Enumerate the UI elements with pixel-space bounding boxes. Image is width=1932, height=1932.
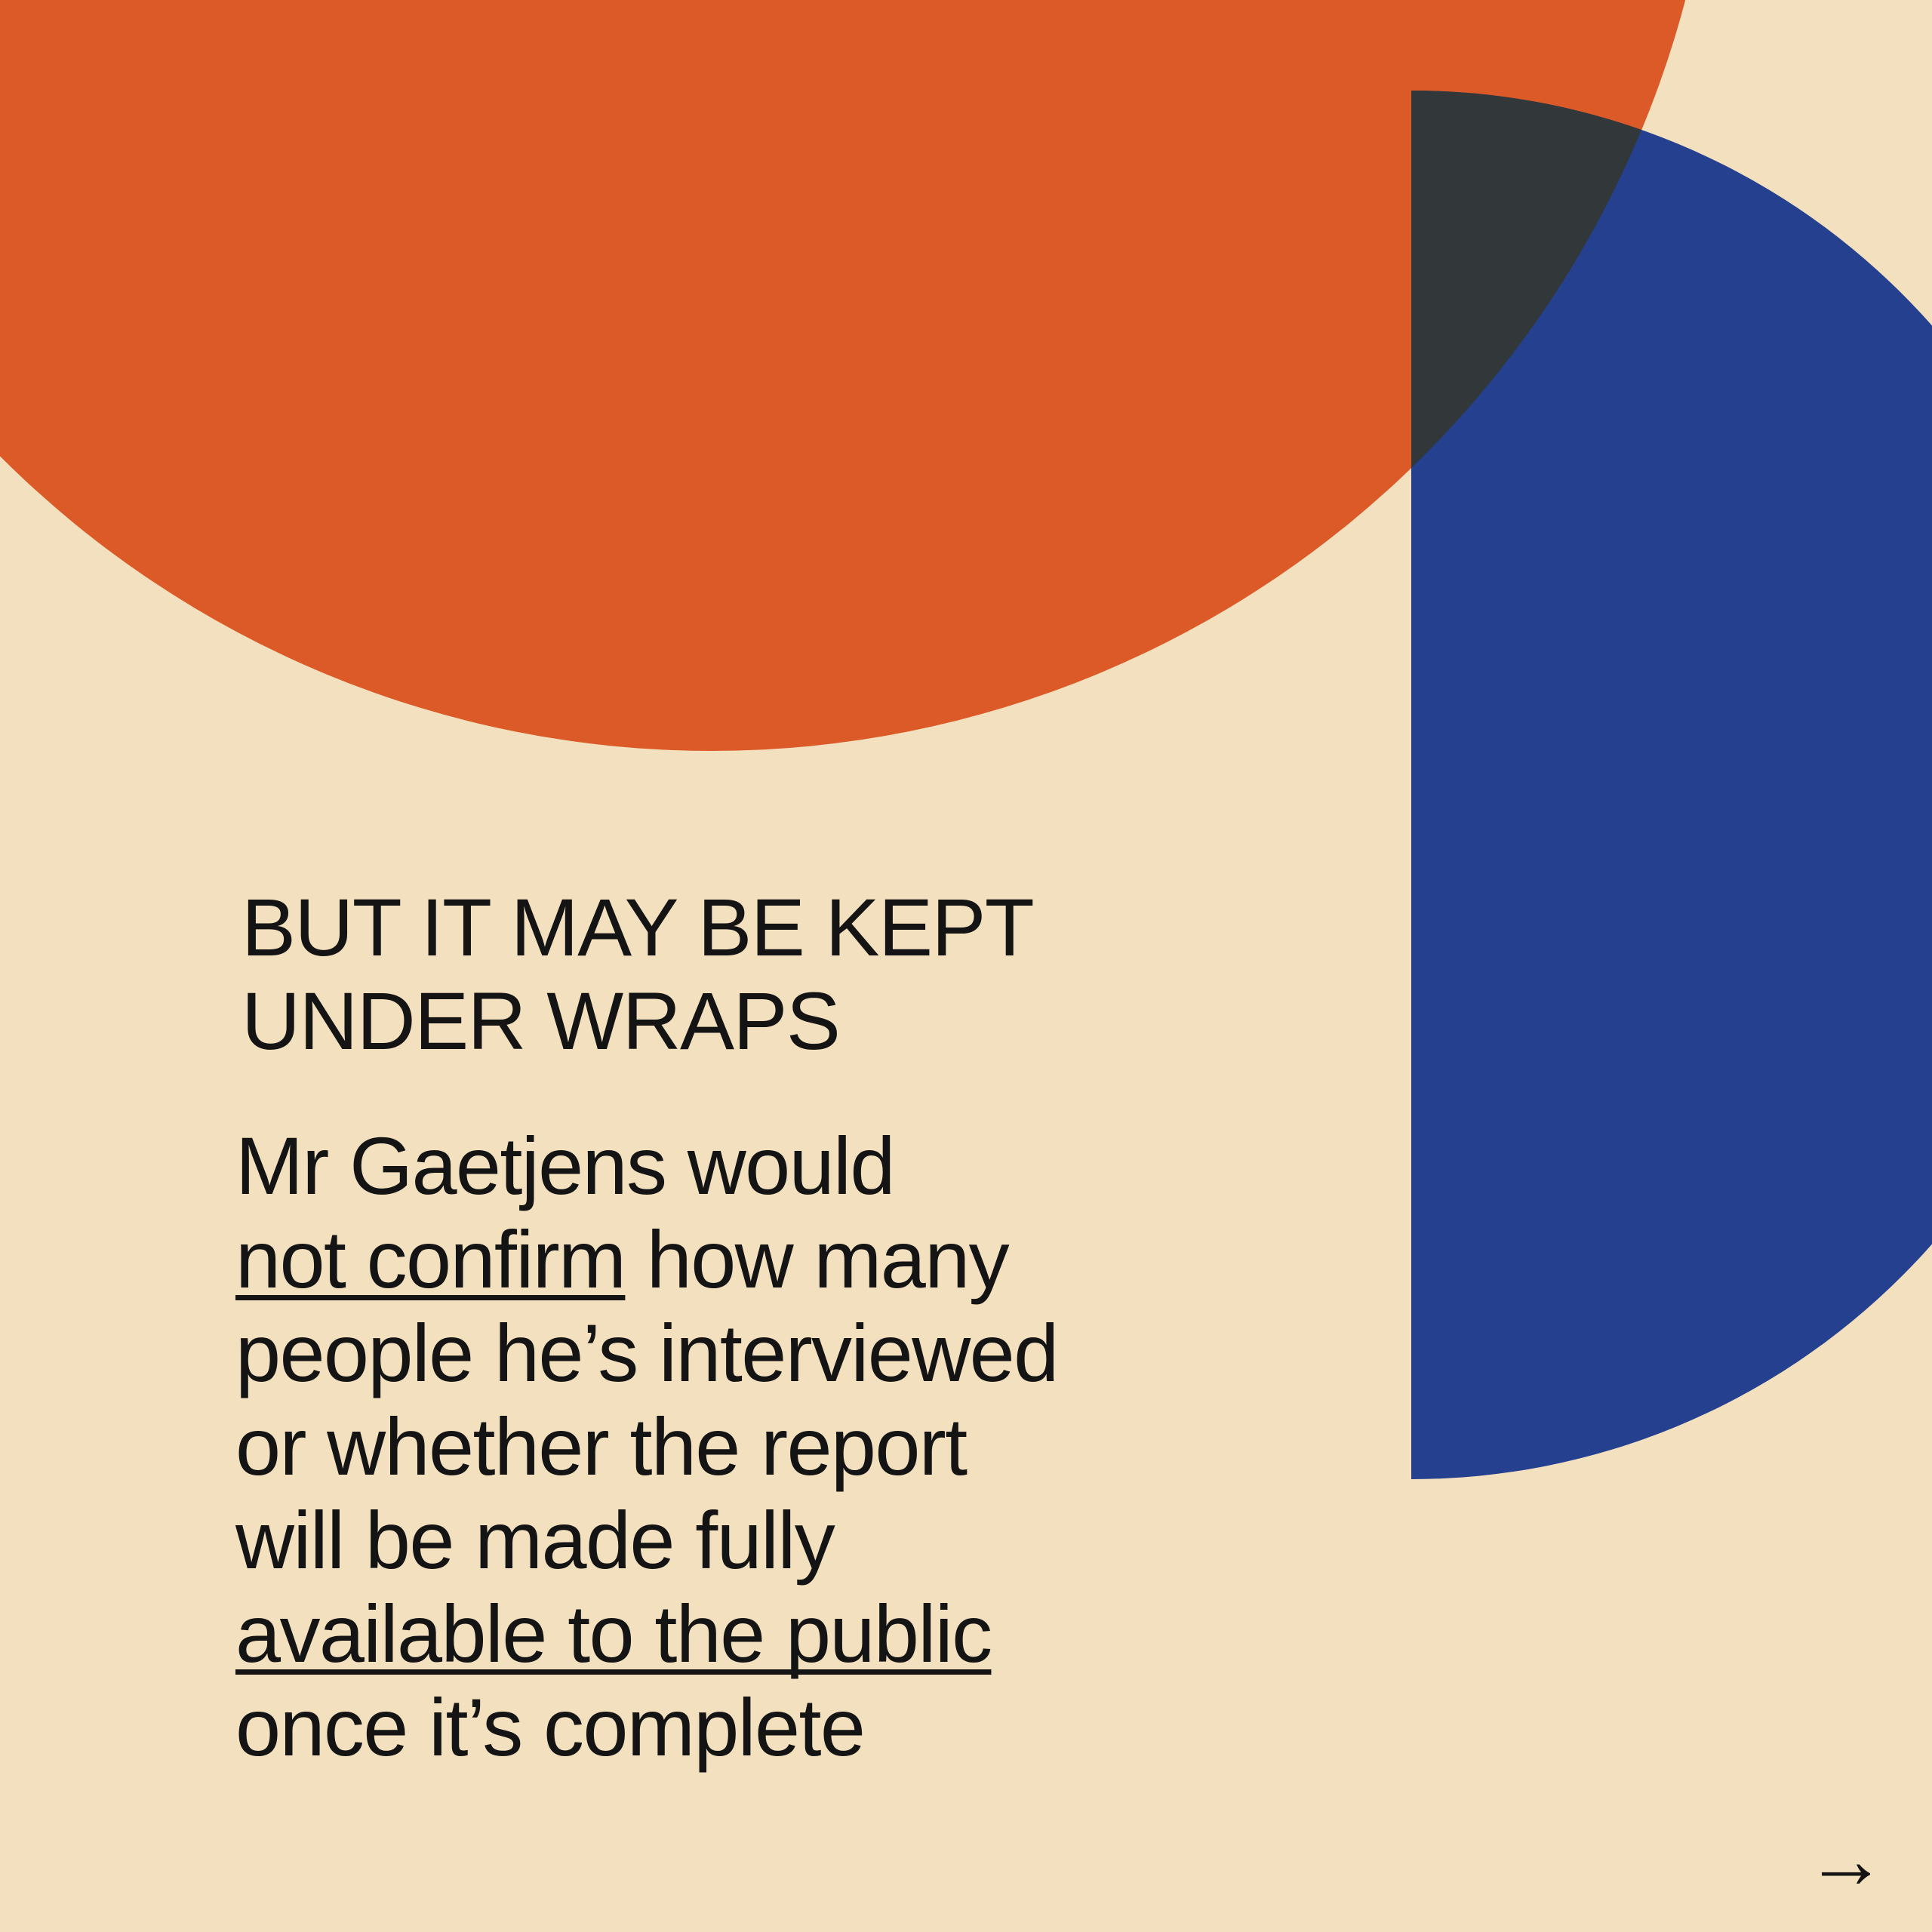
body-text: Mr Gaetjens would not confirm how many p… [235,1119,1059,1774]
body-text-segment: Mr Gaetjens would [235,1120,895,1211]
body-text-segment: or whether the report [235,1401,968,1492]
next-arrow-icon[interactable]: → [1805,1814,1887,1905]
orange-circle-shape [0,0,1685,751]
page-title-line: BUT IT MAY BE KEPT [242,881,1035,973]
body-text-segment: will be made fully [235,1494,835,1586]
body-text-segment-underlined: available to the public [235,1588,992,1679]
body-text-line: once it’s complete [235,1681,1058,1774]
page-title-line: UNDER WRAPS [242,975,841,1066]
page-title: BUT IT MAY BE KEPT UNDER WRAPS [242,881,1035,1068]
body-text-segment: people he’s interviewed [235,1307,1059,1398]
body-text-line: Mr Gaetjens would [235,1119,1058,1213]
body-text-segment: how many [625,1214,1010,1305]
body-text-line: or whether the report [235,1400,1058,1494]
blue-semicircle-shape [1411,91,1932,1479]
body-text-line: available to the public [235,1587,1058,1681]
body-text-line: will be made fully [235,1494,1058,1587]
overlap-wedge-shape [1411,91,1641,468]
body-text-segment: once it’s complete [235,1681,866,1773]
body-text-line: not confirm how many [235,1213,1058,1306]
body-text-line: people he’s interviewed [235,1306,1059,1400]
body-text-segment-underlined: not confirm [235,1214,626,1305]
